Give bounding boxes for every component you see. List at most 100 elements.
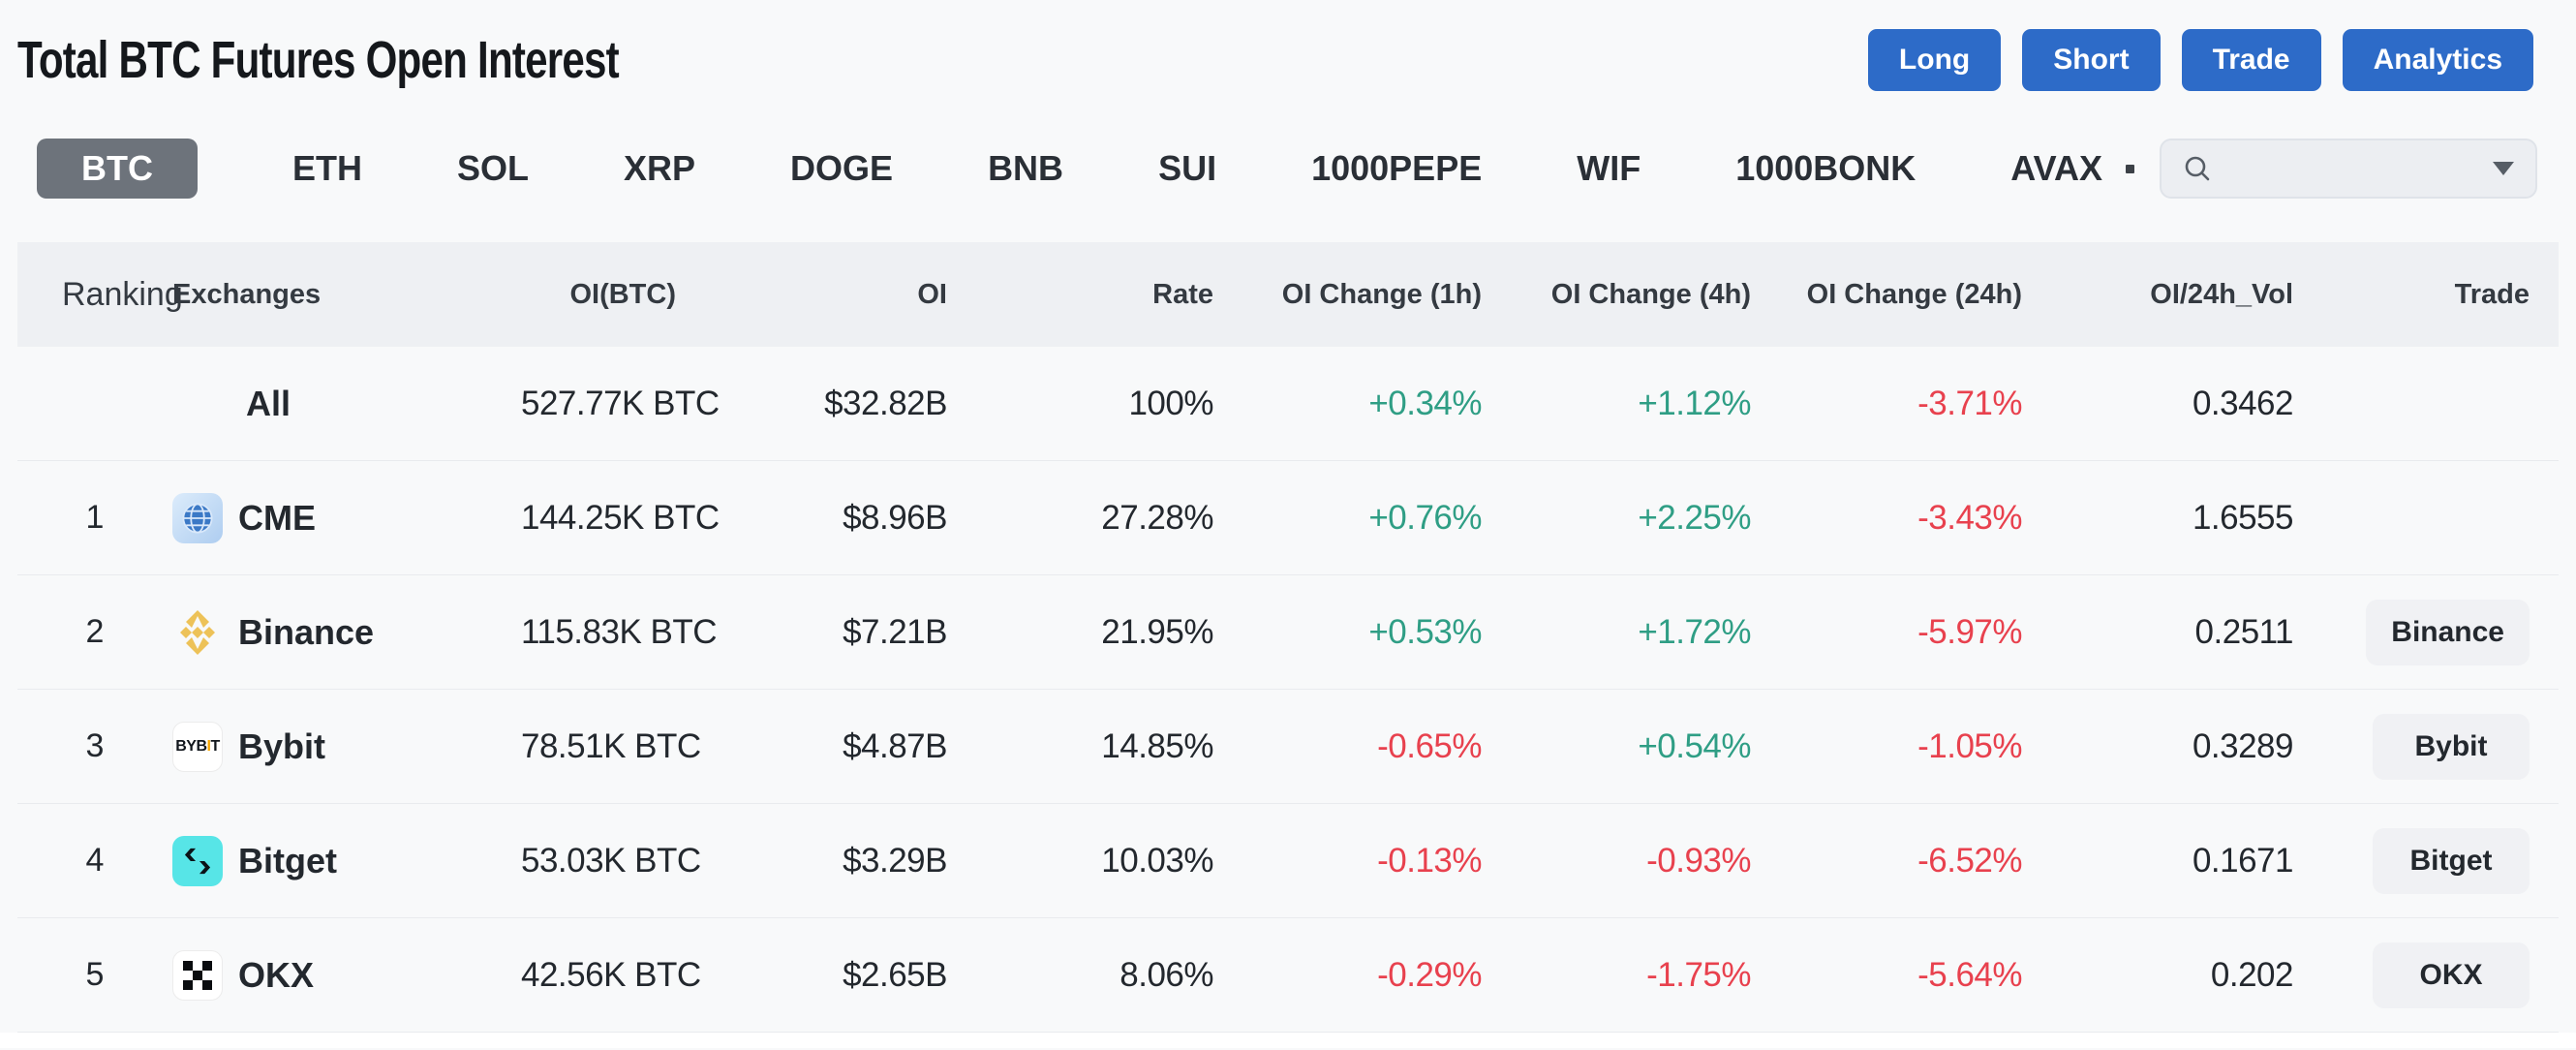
oi-cell: $32.82B: [824, 384, 947, 422]
symbol-tab-bar: BTC ETH SOL XRP DOGE BNB SUI 1000PEPE WIF 1000BON…: [37, 138, 2537, 200]
exchange-name: Binance: [238, 611, 375, 652]
trade-cell: Bitget: [2332, 827, 2559, 894]
short-button[interactable]: Short: [2022, 29, 2161, 91]
trade-button-okx[interactable]: OKX: [2373, 942, 2530, 1008]
top-bar: Total BTC Futures Open Interest Long Shor…: [0, 0, 2576, 95]
bottom-strip: [0, 1033, 2576, 1048]
exchange-cell[interactable]: Bitget: [172, 835, 521, 886]
symbol-search-box[interactable]: [2160, 139, 2537, 199]
change-4h-cell: +2.25%: [1638, 498, 1751, 537]
rate-cell: 21.95%: [1101, 612, 1213, 651]
column-header-oi-change-1h[interactable]: OI Change (1h): [1281, 278, 1482, 310]
table-row: 3 BYBIT Bybit 78.51K BTC $4.87B 14.85% -0.65%…: [17, 690, 2559, 804]
exchange-name: CME: [238, 497, 316, 538]
open-interest-table: Ranking Exchanges OI(BTC) OI Rate OI Change (…: [17, 242, 2559, 1033]
oi-btc-cell: 78.51K BTC: [521, 726, 701, 765]
column-header-exchanges[interactable]: Exchanges: [172, 278, 322, 310]
oi-24h-vol-cell: 0.3289: [2192, 726, 2294, 765]
change-4h-cell: -1.75%: [1646, 955, 1751, 994]
change-1h-cell: -0.29%: [1377, 955, 1482, 994]
ranking-cell: 3: [85, 727, 105, 764]
oi-24h-vol-cell: 1.6555: [2192, 498, 2294, 537]
trade-button-bitget[interactable]: Bitget: [2373, 827, 2530, 894]
change-1h-cell: +0.53%: [1368, 612, 1482, 651]
tab-btc[interactable]: BTC: [37, 139, 198, 199]
change-24h-cell: -3.43%: [1917, 498, 2022, 537]
trade-cell: OKX: [2332, 942, 2559, 1008]
tab-sol[interactable]: SOL: [457, 148, 530, 188]
change-24h-cell: -3.71%: [1917, 384, 2022, 422]
column-header-oi[interactable]: OI: [917, 278, 947, 310]
trade-button[interactable]: Trade: [2181, 29, 2321, 91]
tab-1000bonk[interactable]: 1000BONK: [1735, 148, 1917, 188]
rate-cell: 8.06%: [1119, 955, 1213, 994]
search-input[interactable]: [2225, 152, 2493, 185]
tab-sui[interactable]: SUI: [1158, 148, 1217, 188]
oi-24h-vol-cell: 0.202: [2210, 955, 2294, 994]
tab-doge[interactable]: DOGE: [790, 148, 894, 188]
change-4h-cell: +1.72%: [1638, 612, 1751, 651]
table-row: 1 CME 144.25K BTC $8.96B 27.28% +0.76% +2.25%…: [17, 461, 2559, 575]
change-4h-cell: +1.12%: [1638, 384, 1751, 422]
exchange-cell[interactable]: BYBIT Bybit: [172, 721, 521, 772]
trade-cell: Bybit: [2332, 713, 2559, 780]
column-header-oi-change-24h[interactable]: OI Change (24h): [1806, 278, 2022, 310]
change-1h-cell: +0.76%: [1368, 498, 1482, 537]
trade-button-bybit[interactable]: Bybit: [2373, 713, 2530, 780]
ranking-cell: 2: [85, 613, 105, 650]
ranking-cell: 5: [85, 956, 105, 993]
tab-avax[interactable]: AVAX: [2010, 148, 2102, 188]
bybit-icon: BYBIT: [172, 721, 223, 772]
exchange-cell[interactable]: CME: [172, 492, 521, 543]
change-1h-cell: -0.65%: [1377, 726, 1482, 765]
column-header-ranking[interactable]: Ranking: [62, 275, 183, 313]
search-icon: [2183, 154, 2212, 183]
ranking-cell: 1: [85, 499, 105, 536]
tab-xrp[interactable]: XRP: [624, 148, 696, 188]
table-row: 2 Binance 115.83K BTC $7.21B 21.95% +0.53% +1…: [17, 575, 2559, 690]
trade-cell: Binance: [2332, 599, 2559, 665]
tab-bnb[interactable]: BNB: [988, 148, 1064, 188]
oi-btc-cell: 527.77K BTC: [521, 384, 720, 422]
exchange-cell[interactable]: Binance: [172, 607, 521, 658]
tab-1000pepe[interactable]: 1000PEPE: [1311, 148, 1483, 188]
column-header-oi-24h-vol[interactable]: OI/24h_Vol: [2150, 278, 2293, 310]
oi-24h-vol-cell: 0.2511: [2194, 612, 2294, 651]
table-header-row: Ranking Exchanges OI(BTC) OI Rate OI Change (…: [17, 242, 2559, 347]
tab-overflow-dot: [2126, 164, 2134, 173]
change-24h-cell: -1.05%: [1917, 726, 2022, 765]
rate-cell: 14.85%: [1101, 726, 1213, 765]
tab-eth[interactable]: ETH: [292, 148, 362, 188]
table-row: All 527.77K BTC $32.82B 100% +0.34% +1.12% -3.…: [17, 347, 2559, 461]
column-header-oi-btc[interactable]: OI(BTC): [569, 278, 676, 310]
table-body: All 527.77K BTC $32.82B 100% +0.34% +1.12% -3.…: [17, 347, 2559, 1033]
tab-wif[interactable]: WIF: [1577, 148, 1641, 188]
oi-24h-vol-cell: 0.1671: [2192, 841, 2294, 880]
rate-cell: 27.28%: [1101, 498, 1213, 537]
oi-cell: $2.65B: [843, 955, 947, 994]
rate-cell: 100%: [1128, 384, 1213, 422]
exchange-name: Bybit: [238, 726, 325, 766]
column-header-trade[interactable]: Trade: [2454, 278, 2530, 310]
binance-icon: [172, 607, 223, 658]
page-title: Total BTC Futures Open Interest: [17, 31, 620, 89]
oi-cell: $7.21B: [843, 612, 947, 651]
analytics-button[interactable]: Analytics: [2342, 29, 2533, 91]
oi-btc-cell: 115.83K BTC: [521, 612, 718, 651]
change-4h-cell: +0.54%: [1638, 726, 1751, 765]
column-header-oi-change-4h[interactable]: OI Change (4h): [1550, 278, 1751, 310]
exchange-cell[interactable]: OKX: [172, 949, 521, 1001]
oi-cell: $8.96B: [843, 498, 947, 537]
dropdown-caret-icon[interactable]: [2493, 162, 2514, 175]
exchange-cell[interactable]: All: [172, 384, 521, 424]
trade-button-binance[interactable]: Binance: [2366, 599, 2530, 665]
change-1h-cell: +0.34%: [1368, 384, 1482, 422]
column-header-rate[interactable]: Rate: [1152, 278, 1213, 310]
long-button[interactable]: Long: [1867, 29, 2002, 91]
ranking-cell: 4: [85, 842, 105, 879]
change-24h-cell: -5.97%: [1917, 612, 2022, 651]
change-24h-cell: -5.64%: [1917, 955, 2022, 994]
change-1h-cell: -0.13%: [1377, 841, 1482, 880]
change-4h-cell: -0.93%: [1646, 841, 1751, 880]
rate-cell: 10.03%: [1101, 841, 1213, 880]
